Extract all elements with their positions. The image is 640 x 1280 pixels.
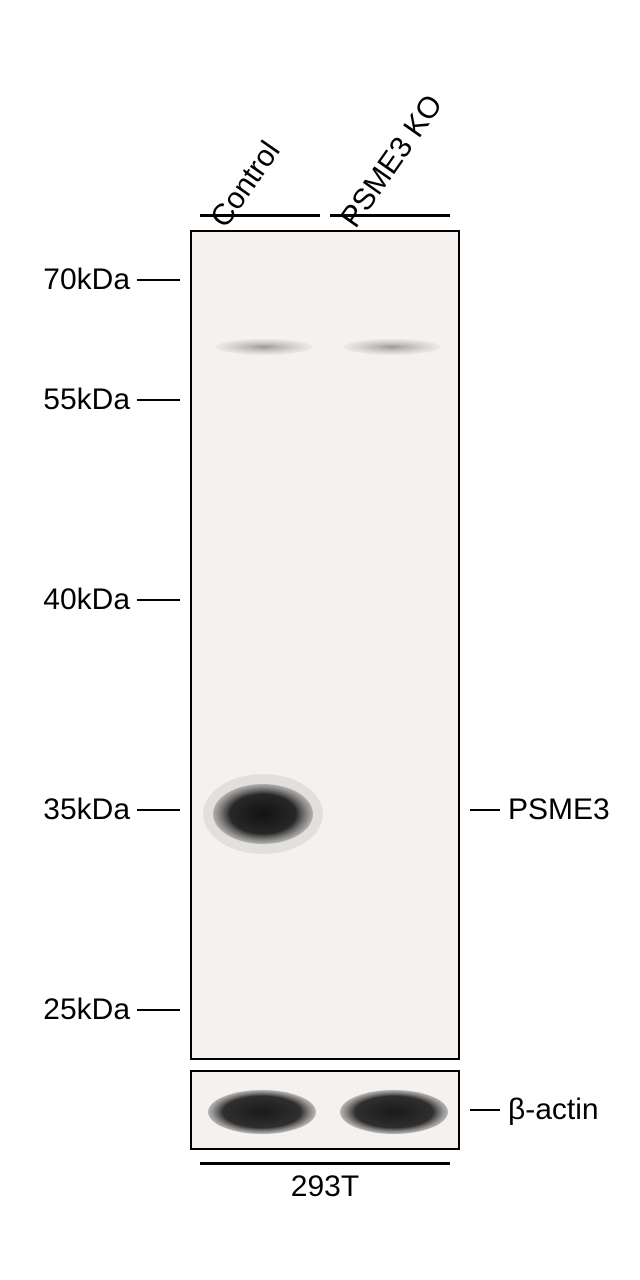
mw-tick-25 — [137, 1009, 180, 1011]
lane-label-ko: PSME3 KO — [334, 89, 450, 234]
main-membrane — [190, 230, 460, 1060]
cell-line-label: 293T — [200, 1170, 450, 1204]
lane-underline-control — [200, 214, 320, 217]
western-blot-figure: Control PSME3 KO — [0, 0, 640, 1280]
band-actin-control — [208, 1090, 316, 1134]
mw-label-25: 25kDa — [20, 993, 130, 1027]
right-label-psme3: PSME3 — [508, 793, 610, 827]
mw-tick-70 — [137, 279, 180, 281]
mw-tick-40 — [137, 599, 180, 601]
right-tick-actin — [470, 1109, 500, 1111]
mw-label-35: 35kDa — [20, 793, 130, 827]
lane-label-control: Control — [204, 135, 287, 234]
mw-label-70: 70kDa — [20, 263, 130, 297]
cell-line-bracket — [200, 1162, 450, 1165]
right-tick-psme3 — [470, 809, 500, 811]
band-actin-ko — [340, 1090, 448, 1134]
right-label-actin: β-actin — [508, 1093, 599, 1127]
lane-underline-ko — [330, 214, 450, 217]
mw-label-40: 40kDa — [20, 583, 130, 617]
mw-tick-55 — [137, 399, 180, 401]
mw-tick-35 — [137, 809, 180, 811]
mw-label-55: 55kDa — [20, 383, 130, 417]
actin-membrane — [190, 1070, 460, 1150]
